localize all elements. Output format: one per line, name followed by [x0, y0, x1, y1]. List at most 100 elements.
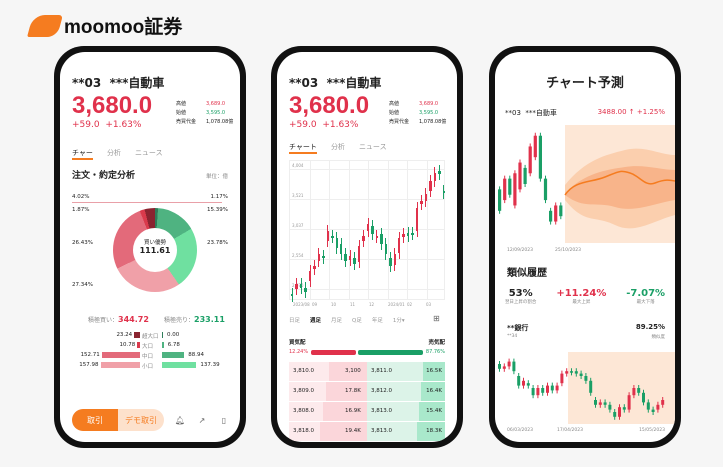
- period-tab[interactable]: 日足: [289, 318, 301, 324]
- up-arrow-icon: ↑: [628, 108, 635, 116]
- x-tick: 11: [350, 302, 356, 307]
- match-region: [568, 352, 675, 424]
- bookmark-icon[interactable]: ▯: [221, 415, 227, 425]
- demo-trade-button[interactable]: デモ取引: [118, 409, 164, 431]
- text-label: 53%: [508, 288, 533, 299]
- period-tab[interactable]: 1分▾: [392, 318, 405, 324]
- candle-body: [304, 287, 307, 292]
- ask-pct: 87.76%: [425, 349, 445, 355]
- text-label: 16.5K: [426, 368, 442, 374]
- forecast-band-inner: [565, 166, 675, 209]
- text-label: 17.8K: [345, 388, 361, 394]
- text-label: 157.98: [79, 362, 99, 368]
- text-label: 23.24: [116, 332, 133, 338]
- similar-history-title: 類似履歴: [507, 268, 547, 279]
- text-label: 1,078.08億: [206, 119, 234, 125]
- candle: [522, 380, 525, 386]
- donut-label: 15.39%: [207, 207, 228, 213]
- tab-chart[interactable]: チャー: [72, 148, 93, 160]
- candle: [555, 385, 559, 391]
- phone-forecast: チャート予測 **03 ***自動車 3488.00 ↑ +1.25% 12/0…: [489, 46, 681, 448]
- text-label: 6.78: [167, 342, 180, 348]
- donut-label: 27.34%: [72, 282, 93, 288]
- candle: [584, 376, 588, 381]
- y-tick: 3,521: [292, 193, 304, 198]
- candle: [502, 366, 506, 369]
- share-icon[interactable]: ↗: [198, 415, 206, 425]
- candle-body: [335, 237, 339, 248]
- similar-chart: [498, 352, 675, 424]
- candle: [546, 385, 549, 393]
- candle-body: [295, 283, 298, 289]
- stock-stats: 高値 3,689.0 始値 3,595.0 売買代金 1,078.08億: [389, 100, 446, 127]
- text-label: 積極売り：: [164, 317, 195, 324]
- x-tick: 10: [331, 302, 337, 307]
- layout-icon[interactable]: ⊞: [433, 314, 440, 323]
- donut-center-value: 111.61: [139, 246, 171, 255]
- text-label: 3,812.0: [371, 388, 392, 394]
- candle-body: [291, 294, 294, 297]
- candle: [560, 373, 564, 384]
- candle: [518, 162, 522, 190]
- candle-body: [424, 194, 428, 201]
- text-label: 中口: [142, 354, 154, 360]
- tab-news[interactable]: ニュース: [134, 149, 163, 157]
- text-label: ***自動車: [525, 109, 557, 117]
- text-label: 3,595.0: [419, 110, 439, 116]
- text-label: 3,813.0: [371, 408, 392, 414]
- candle-body: [357, 246, 361, 263]
- candle: [622, 407, 626, 410]
- text-label: 最大上昇: [572, 300, 591, 305]
- text-label: 翌日上昇の割合: [504, 300, 537, 305]
- tab-news[interactable]: ニュース: [358, 143, 387, 151]
- candle: [608, 404, 612, 410]
- text-label: **03: [505, 109, 521, 117]
- phone-order-analysis: **03 ***自動車 3,680.0 +59.0 +1.63% 高値 3,689…: [54, 46, 246, 448]
- text-label: 3,811.0: [371, 368, 392, 374]
- candle: [570, 371, 573, 373]
- text-label: 3,100: [345, 368, 361, 374]
- candle: [523, 167, 527, 184]
- tab-analysis[interactable]: 分析: [106, 149, 121, 157]
- period-tab[interactable]: Q足: [352, 318, 362, 324]
- text-label: 大口: [142, 344, 154, 350]
- period-selector: 日足 週足 月足 Q足 年足 1分▾: [289, 316, 449, 324]
- text-label: 17/04/2023: [557, 428, 583, 433]
- candle-body: [384, 243, 388, 255]
- section-title: 注文・約定分析: [72, 171, 136, 181]
- candle: [543, 178, 548, 201]
- candle: [603, 402, 607, 405]
- brand-name: moomoo証券: [64, 17, 183, 38]
- candle-body: [340, 244, 343, 255]
- period-tab[interactable]: 月足: [331, 318, 343, 324]
- similar-stats: 53% 翌日上昇の割合 +11.24% 最大上昇 -7.07% 最大下落: [495, 288, 675, 305]
- candle-body: [326, 231, 330, 241]
- text-label: 18.3K: [426, 428, 442, 434]
- text-label: 売買代金: [176, 119, 197, 125]
- forecast-pct: +1.25%: [636, 108, 665, 116]
- candle: [579, 373, 583, 376]
- text-label: 15/05/2023: [639, 428, 665, 433]
- tab-chart[interactable]: チャート: [289, 142, 317, 154]
- period-tab[interactable]: 年足: [371, 318, 383, 324]
- candle-body: [429, 181, 432, 191]
- alert-bell-icon[interactable]: 🔔︎: [174, 415, 186, 425]
- text-label: 高値: [176, 101, 187, 107]
- trade-button[interactable]: 取引: [72, 409, 118, 431]
- candle: [512, 361, 516, 372]
- period-tab[interactable]: 週足: [310, 318, 322, 324]
- tab-analysis[interactable]: 分析: [330, 143, 345, 151]
- x-tick: 2023/08: [293, 302, 310, 307]
- text-label: 始値: [389, 110, 400, 116]
- y-tick: 4,004: [292, 163, 304, 168]
- x-tick: 02: [407, 302, 413, 307]
- candle: [554, 205, 558, 222]
- price-change-pct: +1.63%: [105, 120, 142, 130]
- candle: [549, 210, 553, 222]
- order-book-row: 3,808.0 16.9K 3,813.0 15.4K: [289, 402, 445, 422]
- candle: [503, 178, 507, 201]
- candle: [589, 380, 593, 393]
- candle-body: [375, 235, 379, 238]
- bull-logo-icon: [27, 14, 63, 37]
